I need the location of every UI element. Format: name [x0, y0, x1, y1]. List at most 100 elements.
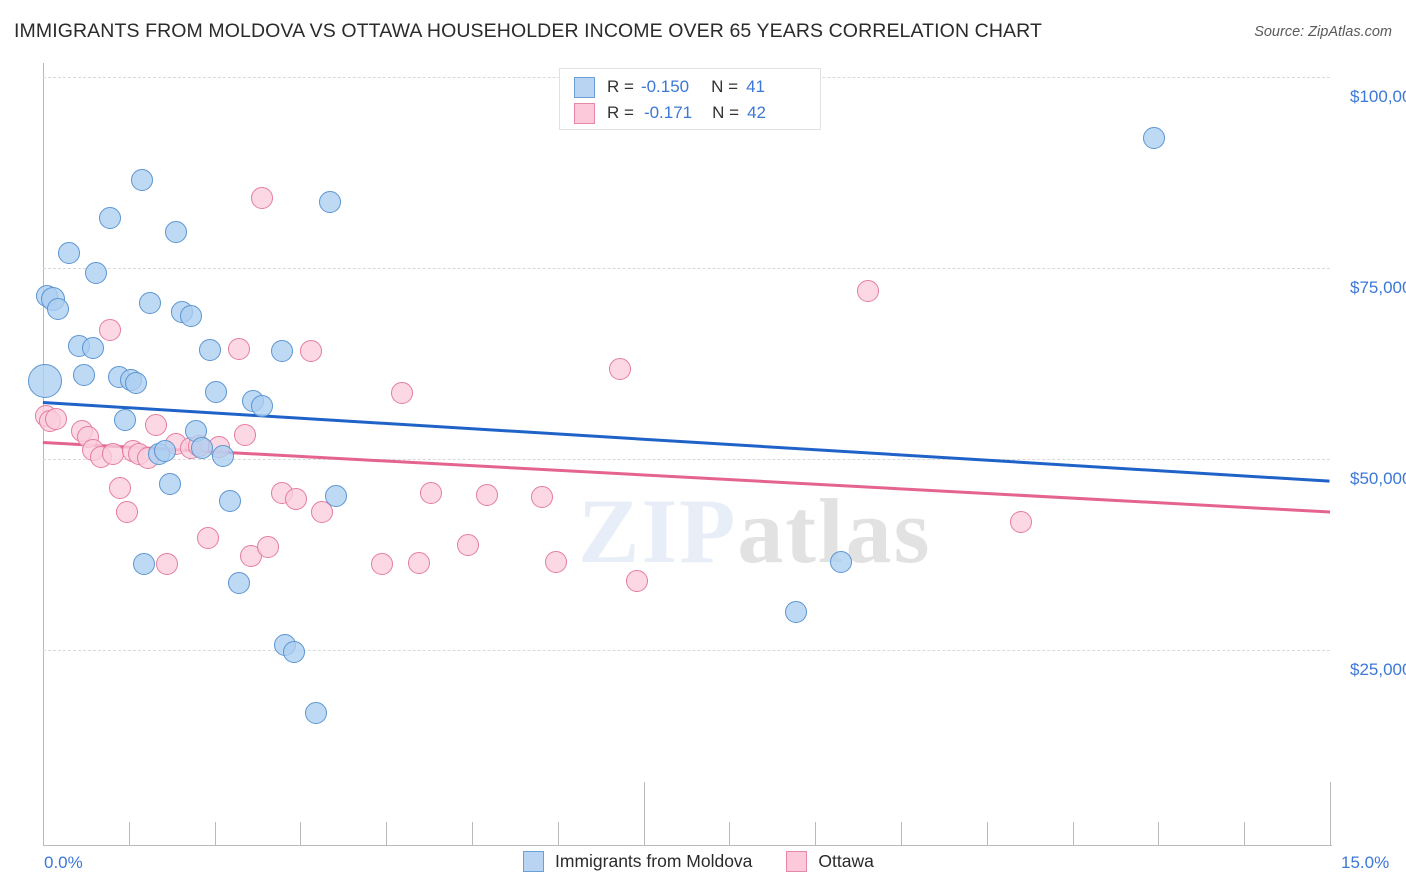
gridline-y	[43, 650, 1330, 651]
scatter-point-pink[interactable]	[299, 340, 322, 363]
scatter-point-blue[interactable]	[205, 380, 228, 403]
series-legend: Immigrants from Moldova Ottawa	[523, 851, 908, 872]
y-axis-line	[43, 63, 44, 846]
scatter-point-pink[interactable]	[109, 477, 132, 500]
scatter-point-pink[interactable]	[310, 500, 333, 523]
scatter-point-blue[interactable]	[85, 262, 108, 285]
scatter-point-blue[interactable]	[139, 292, 162, 315]
scatter-point-pink[interactable]	[285, 488, 308, 511]
scatter-point-blue[interactable]	[199, 338, 222, 361]
scatter-point-pink[interactable]	[531, 486, 554, 509]
scatter-point-pink[interactable]	[116, 500, 139, 523]
scatter-point-blue[interactable]	[47, 298, 70, 321]
x-tick-mark	[901, 822, 902, 845]
scatter-point-pink[interactable]	[390, 382, 413, 405]
x-tick-mark	[557, 822, 559, 845]
scatter-point-pink[interactable]	[98, 318, 121, 341]
stats-r-label-ottawa: R =	[607, 103, 634, 122]
gridline-y	[43, 459, 1330, 460]
scatter-point-blue[interactable]	[270, 339, 293, 362]
stats-swatch-ottawa	[574, 102, 595, 124]
y-tick-label: $25,000	[1350, 660, 1406, 679]
legend-label-moldova: Immigrants from Moldova	[555, 851, 753, 871]
legend-item-moldova[interactable]: Immigrants from Moldova	[523, 851, 752, 872]
x-tick-mark	[300, 822, 302, 845]
scatter-point-blue[interactable]	[81, 337, 104, 360]
scatter-point-pink[interactable]	[102, 442, 125, 465]
legend-label-ottawa: Ottawa	[818, 851, 874, 871]
scatter-point-pink[interactable]	[256, 535, 279, 558]
scatter-point-pink[interactable]	[608, 357, 631, 380]
x-axis-min-label: 0.0%	[44, 853, 83, 872]
stats-row-moldova: R = -0.150 N = 41	[574, 74, 765, 100]
stats-n-value-moldova: 41	[746, 77, 765, 96]
scatter-point-pink[interactable]	[857, 279, 880, 302]
scatter-point-blue[interactable]	[158, 473, 181, 496]
stats-swatch-moldova	[574, 76, 595, 98]
scatter-point-blue[interactable]	[179, 305, 202, 328]
scatter-point-blue[interactable]	[130, 169, 153, 192]
stats-r-value-ottawa: -0.171	[643, 103, 693, 122]
scatter-point-blue[interactable]	[1143, 127, 1166, 150]
gridline-y	[43, 268, 1330, 269]
x-tick-mark	[1330, 782, 1331, 845]
scatter-point-pink[interactable]	[545, 551, 568, 574]
scatter-point-blue[interactable]	[829, 551, 852, 574]
scatter-point-blue[interactable]	[212, 444, 235, 467]
scatter-point-blue[interactable]	[190, 436, 213, 459]
x-tick-mark	[643, 782, 645, 845]
scatter-point-pink[interactable]	[625, 570, 648, 593]
scatter-point-pink[interactable]	[233, 423, 256, 446]
scatter-point-pink[interactable]	[370, 553, 393, 576]
scatter-point-blue[interactable]	[124, 372, 147, 395]
scatter-point-blue[interactable]	[282, 640, 305, 663]
legend-item-ottawa[interactable]: Ottawa	[786, 851, 874, 872]
watermark-zip: ZIP	[578, 480, 738, 582]
scatter-point-pink[interactable]	[419, 481, 442, 504]
scatter-point-pink[interactable]	[407, 551, 430, 574]
y-tick-label: $75,000	[1350, 278, 1406, 297]
scatter-point-pink[interactable]	[227, 337, 250, 360]
scatter-point-blue[interactable]	[133, 552, 156, 575]
legend-swatch-moldova	[523, 851, 544, 872]
y-tick-label: $100,000	[1350, 87, 1406, 106]
stats-n-label-moldova: N =	[711, 77, 739, 96]
stats-row-ottawa: R = -0.171 N = 42	[574, 100, 766, 126]
scatter-point-blue[interactable]	[219, 490, 242, 513]
x-tick-mark	[1244, 822, 1246, 845]
plot-area: ZIPatlas $100,000 $75,000 $50,000 $25,000	[27, 63, 1406, 846]
stats-r-value-moldova: -0.150	[640, 77, 690, 96]
x-tick-mark	[214, 822, 216, 845]
scatter-point-pink[interactable]	[44, 407, 67, 430]
scatter-point-pink[interactable]	[476, 483, 499, 506]
scatter-point-blue[interactable]	[785, 600, 808, 623]
scatter-point-blue[interactable]	[113, 409, 136, 432]
scatter-point-blue[interactable]	[98, 206, 121, 229]
y-tick-label: $50,000	[1350, 469, 1406, 488]
scatter-point-blue[interactable]	[27, 364, 62, 399]
stats-n-label-ottawa: N =	[712, 103, 740, 122]
scatter-point-blue[interactable]	[153, 440, 176, 463]
page-title: IMMIGRANTS FROM MOLDOVA VS OTTAWA HOUSEH…	[14, 20, 1042, 42]
scatter-point-blue[interactable]	[325, 485, 348, 508]
x-tick-mark	[128, 822, 130, 845]
scatter-point-pink[interactable]	[250, 186, 273, 209]
scatter-point-blue[interactable]	[227, 571, 250, 594]
stats-r-label-moldova: R =	[607, 77, 634, 96]
scatter-point-blue[interactable]	[319, 191, 342, 214]
x-tick-mark	[472, 822, 473, 845]
scatter-point-blue[interactable]	[57, 242, 80, 265]
scatter-point-blue[interactable]	[304, 701, 327, 724]
scatter-point-blue[interactable]	[73, 363, 96, 386]
scatter-point-pink[interactable]	[1010, 511, 1033, 534]
x-tick-mark	[729, 822, 731, 845]
x-tick-mark	[1072, 822, 1074, 845]
scatter-point-pink[interactable]	[196, 526, 219, 549]
scatter-point-blue[interactable]	[250, 395, 273, 418]
scatter-point-pink[interactable]	[156, 553, 179, 576]
x-tick-mark	[1158, 822, 1160, 845]
correlation-stats-box: R = -0.150 N = 41 R = -0.171 N = 42	[559, 68, 821, 130]
scatter-point-blue[interactable]	[164, 221, 187, 244]
scatter-point-pink[interactable]	[145, 414, 168, 437]
scatter-point-pink[interactable]	[456, 534, 479, 557]
